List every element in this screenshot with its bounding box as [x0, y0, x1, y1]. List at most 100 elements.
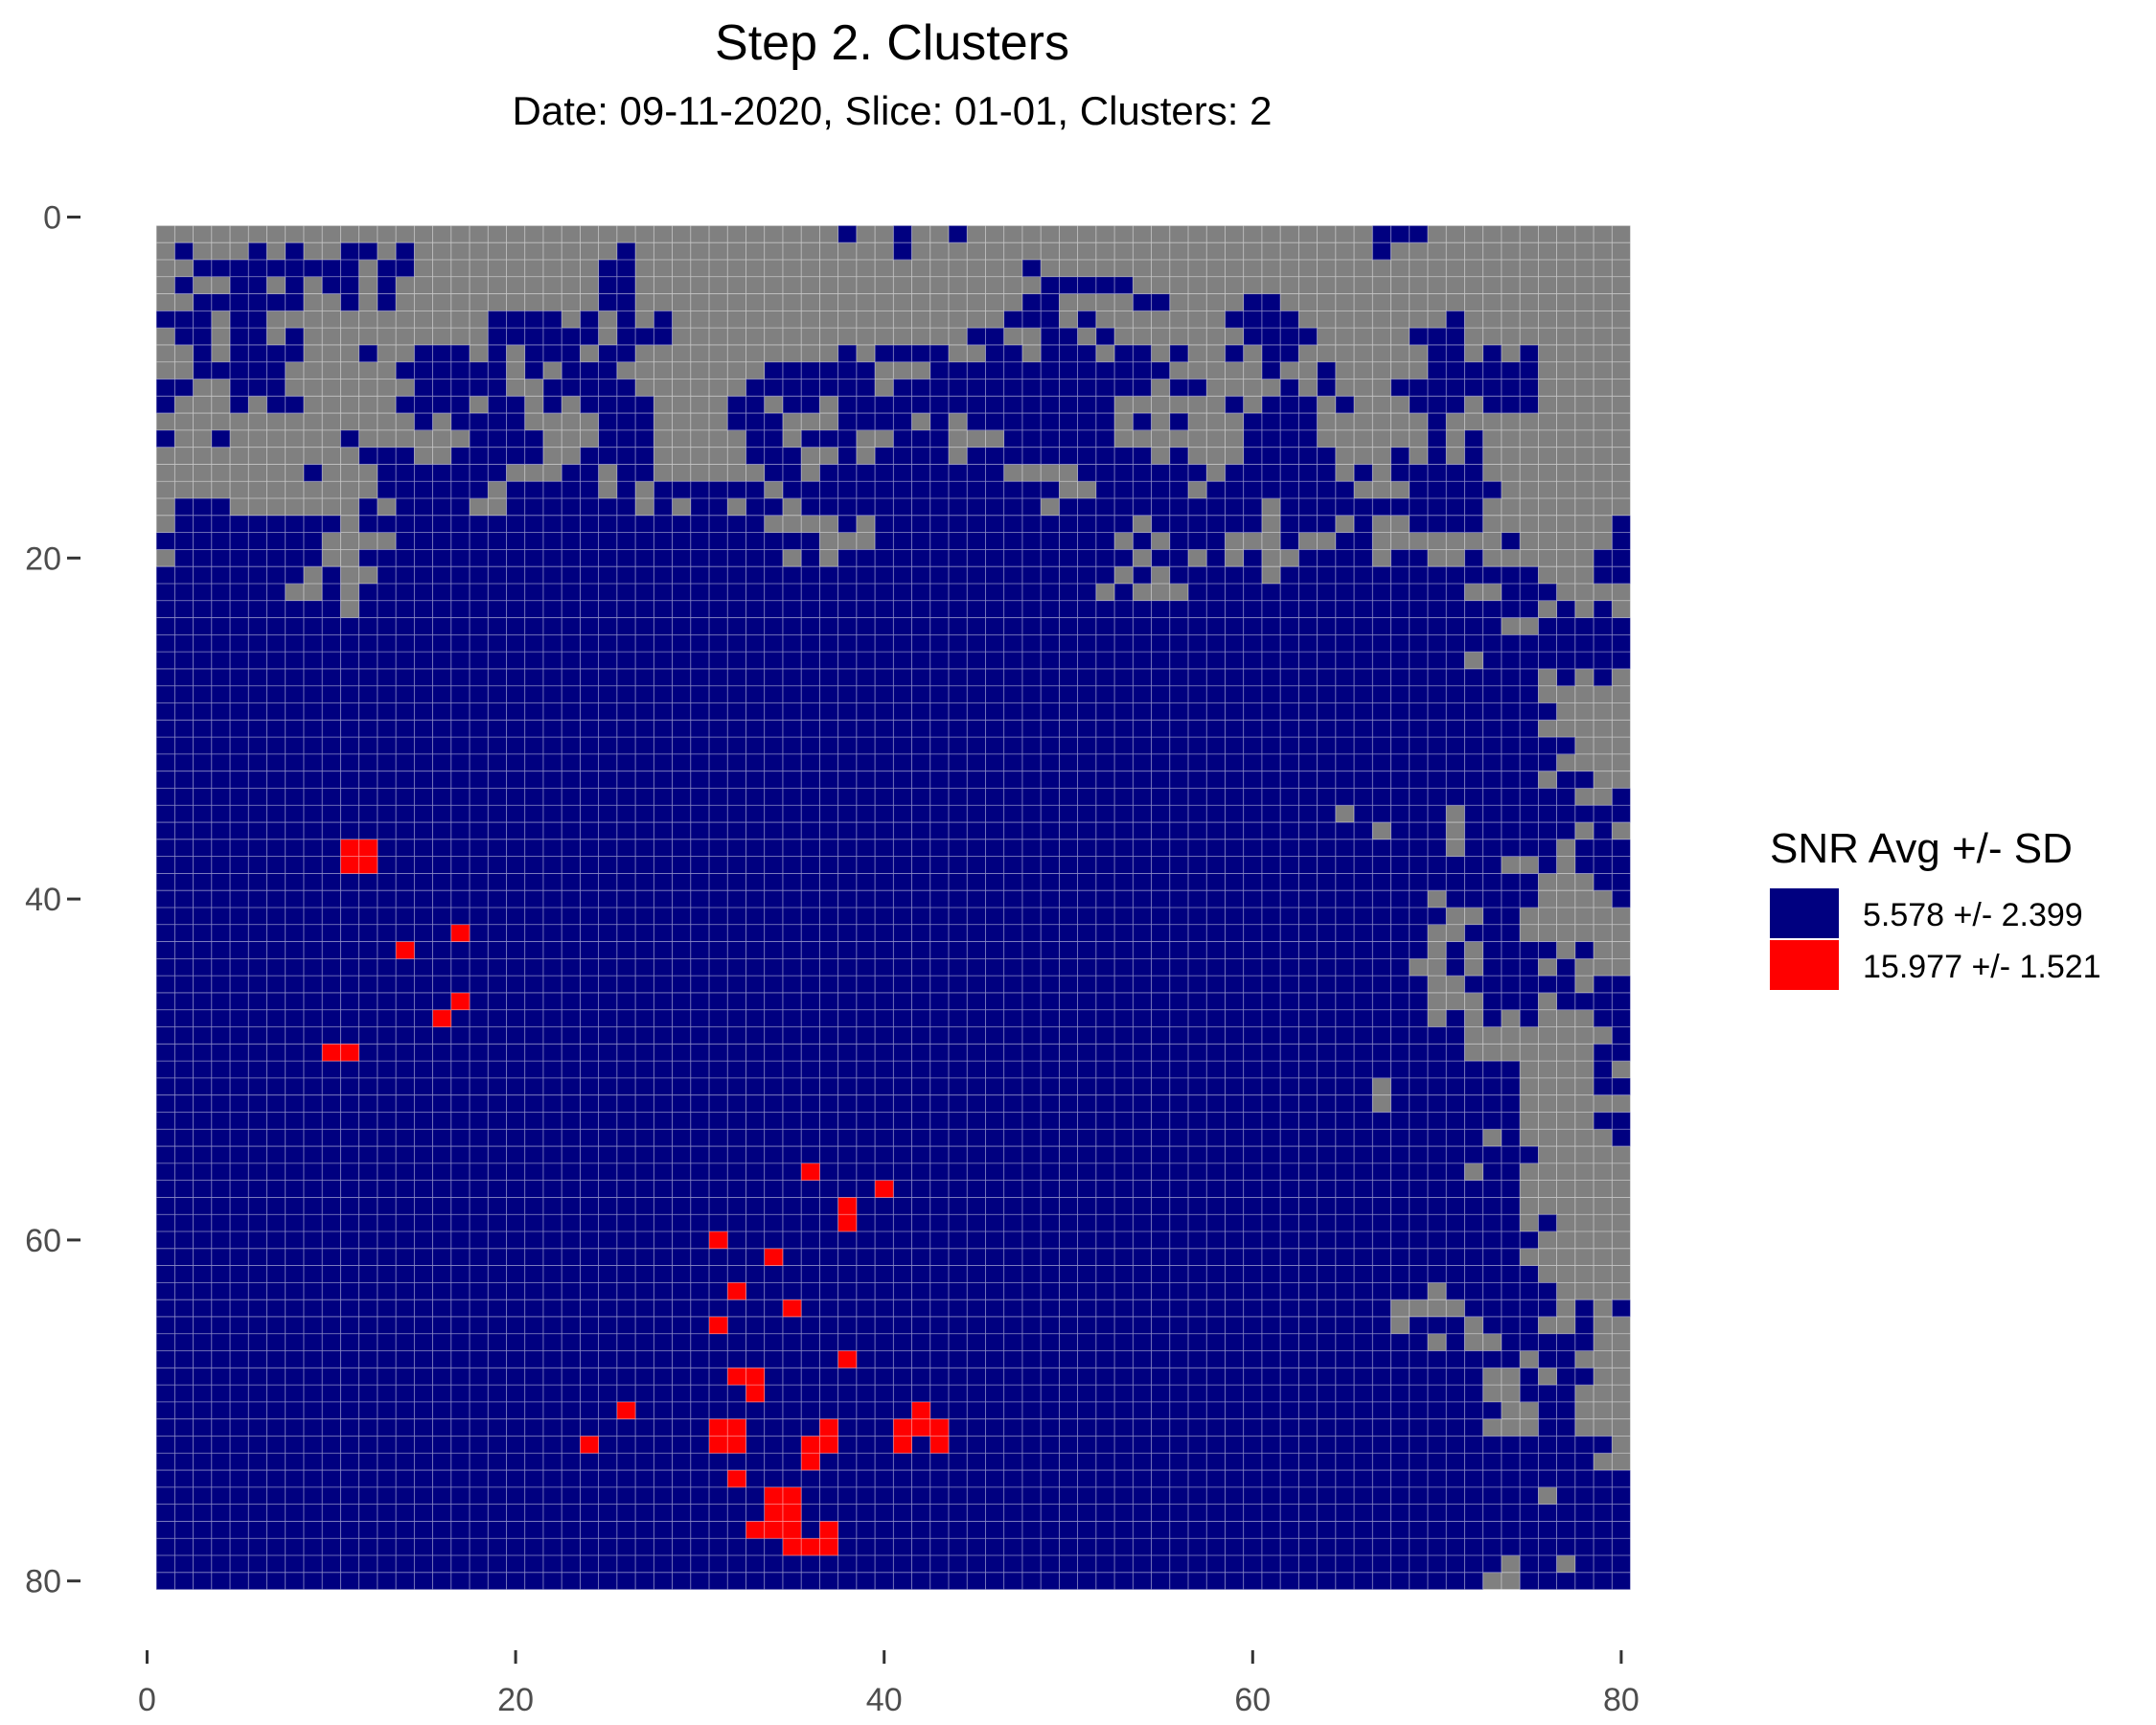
cluster-cell-run-low-snr: [1482, 1009, 1502, 1027]
cluster-cell-run-low-snr: [1482, 958, 1539, 977]
cluster-cell-run-low-snr: [156, 1316, 1391, 1335]
cluster-cell-run-low-snr: [156, 1401, 1502, 1419]
cluster-cell-high-snr: [727, 1418, 746, 1437]
cluster-cell-run-low-snr: [1095, 481, 1188, 499]
cluster-cell-run-low-snr: [1538, 617, 1631, 635]
cluster-cell-run-low-snr: [1169, 447, 1188, 465]
cluster-cell-run-low-snr: [1594, 600, 1613, 618]
cluster-cell-run-low-snr: [524, 344, 581, 363]
cluster-cell-high-snr: [837, 1197, 858, 1215]
cluster-cell-run-low-snr: [396, 242, 415, 261]
cluster-cell-run-low-snr: [1446, 890, 1539, 908]
cluster-cell-run-low-snr: [1409, 1316, 1465, 1335]
cluster-cell-high-snr: [616, 1401, 636, 1419]
cluster-cell-run-low-snr: [1317, 379, 1336, 397]
cluster-cell-run-low-snr: [506, 498, 636, 517]
cluster-cell-run-low-snr: [1612, 890, 1631, 908]
cluster-cell-run-low-snr: [230, 379, 286, 397]
tile-grid: [155, 224, 1631, 1590]
cluster-cell-run-low-snr: [1409, 481, 1502, 499]
cluster-cell-run-low-snr: [193, 259, 359, 278]
cluster-cell-run-low-snr: [1095, 328, 1115, 346]
cluster-cell-run-low-snr: [156, 1009, 1428, 1027]
cluster-cell-high-snr: [709, 1418, 728, 1437]
cluster-cell-run-low-snr: [1280, 515, 1336, 533]
cluster-cell-run-low-snr: [1538, 1214, 1557, 1232]
cluster-cell-high-snr: [819, 1418, 838, 1437]
cluster-cell-run-low-snr: [1206, 549, 1226, 567]
cluster-cell-high-snr: [893, 1418, 912, 1437]
cluster-cell-run-low-snr: [598, 429, 654, 448]
cluster-cell-run-low-snr: [377, 464, 507, 482]
cluster-cell-run-low-snr: [1354, 805, 1447, 823]
cluster-cell-high-snr: [764, 1521, 784, 1539]
cluster-cell-run-low-snr: [156, 873, 1539, 891]
cluster-cell-run-low-snr: [1556, 600, 1575, 618]
cluster-cell-high-snr: [929, 1418, 950, 1437]
cluster-cell-run-low-snr: [1612, 1026, 1631, 1045]
cluster-cell-run-low-snr: [1482, 344, 1502, 363]
cluster-cell-run-low-snr: [837, 515, 857, 533]
y-tick-label: 20: [25, 540, 61, 577]
cluster-cell-run-low-snr: [801, 429, 857, 448]
cluster-cell-run-low-snr: [156, 310, 212, 329]
y-tick-label: 0: [43, 200, 61, 237]
cluster-cell-run-low-snr: [156, 583, 286, 602]
cluster-cell-run-low-snr: [156, 1300, 1391, 1318]
cluster-cell-high-snr: [745, 1521, 766, 1539]
cluster-cell-run-low-snr: [1538, 856, 1557, 874]
cluster-cell-high-snr: [340, 1044, 359, 1062]
cluster-cell-run-low-snr: [1520, 1009, 1539, 1027]
cluster-cell-high-snr: [782, 1486, 802, 1505]
cluster-cell-high-snr: [709, 1231, 728, 1250]
cluster-cell-run-low-snr: [156, 788, 1575, 806]
cluster-cell-run-low-snr: [616, 242, 636, 261]
cluster-cell-run-low-snr: [801, 549, 820, 567]
cluster-cell-high-snr: [709, 1436, 728, 1454]
cluster-cell-run-low-snr: [1133, 413, 1152, 431]
cluster-cell-run-low-snr: [156, 1555, 1502, 1574]
cluster-cell-run-low-snr: [1169, 532, 1226, 550]
cluster-cell-run-low-snr: [1464, 549, 1483, 567]
cluster-cell-run-low-snr: [1354, 464, 1373, 482]
cluster-cell-high-snr: [450, 924, 470, 942]
cluster-cell-run-low-snr: [1556, 958, 1575, 977]
cluster-cell-run-low-snr: [1574, 856, 1631, 874]
cluster-cell-run-low-snr: [340, 293, 359, 311]
cluster-cell-high-snr: [340, 839, 359, 857]
cluster-cell-high-snr: [801, 1162, 820, 1181]
cluster-cell-run-low-snr: [542, 396, 562, 414]
cluster-cell-run-low-snr: [1612, 515, 1631, 533]
cluster-cell-run-low-snr: [837, 225, 857, 243]
cluster-cell-run-low-snr: [580, 310, 599, 329]
cluster-cell-run-low-snr: [156, 720, 1539, 738]
cluster-cell-run-low-snr: [1077, 310, 1096, 329]
cluster-cell-high-snr: [745, 1368, 766, 1386]
cluster-cell-run-low-snr: [285, 242, 304, 261]
cluster-cell-run-low-snr: [156, 992, 1428, 1011]
cluster-cell-run-low-snr: [322, 583, 341, 602]
cluster-cell-run-low-snr: [358, 344, 378, 363]
cluster-cell-run-low-snr: [156, 685, 1539, 703]
plot-panel: [155, 224, 1631, 1590]
cluster-cell-run-low-snr: [1169, 566, 1262, 585]
cluster-cell-run-low-snr: [1317, 361, 1336, 380]
x-tick-label: 0: [138, 1682, 156, 1718]
cluster-cell-run-low-snr: [1187, 583, 1465, 602]
chart-title: Step 2. Clusters: [715, 15, 1069, 71]
cluster-cell-run-low-snr: [414, 413, 433, 431]
cluster-cell-high-snr: [837, 1350, 858, 1368]
cluster-cell-run-low-snr: [358, 498, 378, 517]
cluster-cell-run-low-snr: [450, 447, 543, 465]
cluster-cell-run-low-snr: [377, 276, 397, 294]
cluster-cell-run-low-snr: [1612, 1129, 1631, 1147]
cluster-cell-run-low-snr: [1574, 1316, 1594, 1335]
cluster-cell-run-low-snr: [654, 310, 673, 329]
cluster-cell-run-low-snr: [1464, 447, 1483, 465]
cluster-cell-run-low-snr: [929, 413, 950, 431]
cluster-cell-run-low-snr: [506, 481, 599, 499]
cluster-cell-run-low-snr: [1261, 361, 1281, 380]
cluster-cell-run-low-snr: [322, 566, 341, 585]
cluster-cell-run-low-snr: [1427, 447, 1447, 465]
cluster-cell-high-snr: [875, 1180, 894, 1198]
